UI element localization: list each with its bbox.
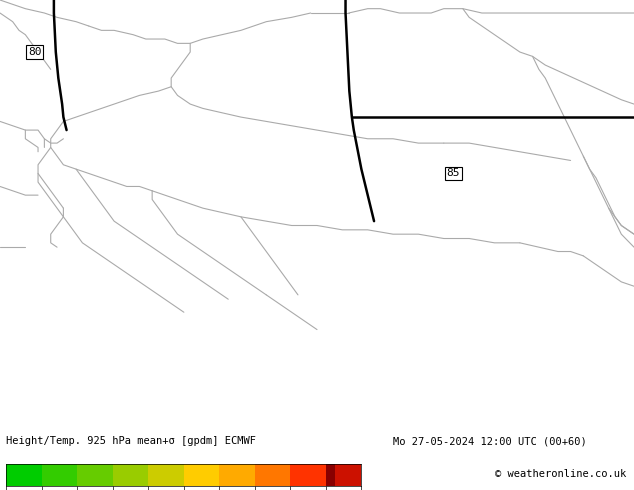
Text: © weatheronline.co.uk: © weatheronline.co.uk: [495, 469, 626, 479]
Bar: [326, 464, 335, 486]
Text: Mo 27-05-2024 12:00 UTC (00+60): Mo 27-05-2024 12:00 UTC (00+60): [393, 437, 587, 446]
Text: 80: 80: [28, 47, 42, 57]
Bar: [113, 464, 148, 486]
Text: Height/Temp. 925 hPa mean+σ [gpdm] ECMWF: Height/Temp. 925 hPa mean+σ [gpdm] ECMWF: [6, 437, 256, 446]
Bar: [77, 464, 113, 486]
Bar: [42, 464, 77, 486]
Bar: [6, 464, 42, 486]
Bar: [148, 464, 184, 486]
Bar: [184, 464, 219, 486]
Text: 85: 85: [446, 169, 460, 178]
Bar: [290, 464, 326, 486]
Bar: [219, 464, 255, 486]
Bar: [326, 464, 361, 486]
Bar: [255, 464, 290, 486]
